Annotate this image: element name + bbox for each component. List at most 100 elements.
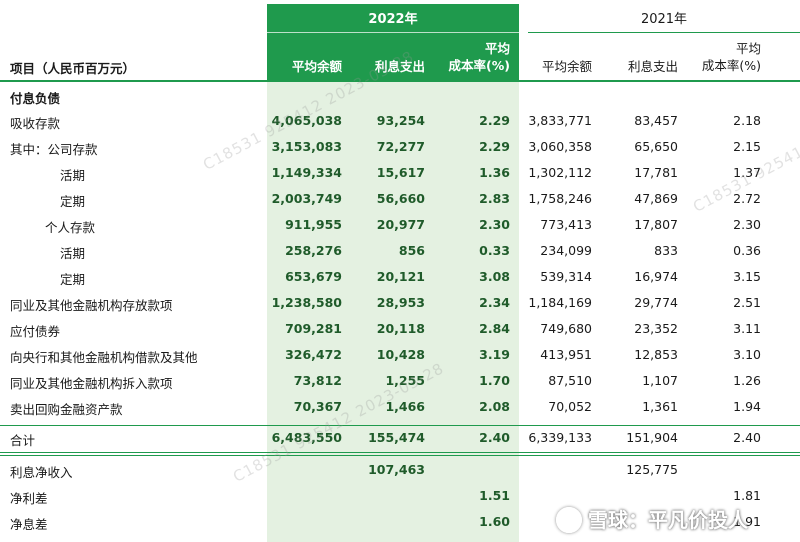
cell: 1,302,112 (528, 165, 592, 180)
cell: 87,510 (548, 373, 592, 388)
cell: 0.36 (733, 243, 761, 258)
cell: 29,774 (634, 295, 678, 310)
cell: 47,869 (634, 191, 678, 206)
header-avg-balance-2022: 平均余额 (291, 59, 342, 74)
cell: 1,361 (642, 399, 678, 414)
cell: 3.10 (733, 347, 761, 362)
column-label-item: 项目（人民币百万元） (10, 61, 136, 76)
cell: 2.15 (733, 139, 761, 154)
row-label: 卖出回购金融资产款 (10, 402, 123, 417)
cell: 911,955 (285, 217, 342, 232)
header-rate-line2: 成本率(%) (701, 58, 761, 73)
cell: 125,775 (626, 462, 678, 477)
cell: 2.40 (479, 430, 510, 445)
cell: 2.29 (479, 113, 510, 128)
total-bottom-divider-2 (0, 455, 800, 456)
header-2022-band (267, 4, 519, 80)
row-label: 净利差 (10, 491, 48, 506)
row-label: 利息净收入 (10, 465, 73, 480)
table-row: 同业及其他金融机构拆入款项 73,812 1,255 1.70 87,510 1,107 1… (0, 369, 800, 395)
cell: 23,352 (634, 321, 678, 336)
header-rate-2022: 平均 成本率(%) (430, 40, 510, 74)
summary-row: 净利差 1.51 1.81 (0, 484, 800, 510)
cell: 2.84 (479, 321, 510, 336)
cell: 2.83 (479, 191, 510, 206)
cell: 1,184,169 (528, 295, 592, 310)
cell: 10,428 (376, 347, 425, 362)
cell: 1.81 (733, 488, 761, 503)
cell: 83,457 (634, 113, 678, 128)
table-row: 其中：公司存款 3,153,083 72,277 2.29 3,060,358 65,65… (0, 135, 800, 161)
total-top-divider (0, 425, 800, 426)
cell: 2.40 (733, 430, 761, 445)
header-interest-expense-2021: 利息支出 (627, 59, 678, 74)
header-rate-line1: 平均 (735, 41, 761, 56)
header-rate-line1: 平均 (484, 41, 510, 56)
table-row-total: 合计 6,483,550 155,474 2.40 6,339,133 151,… (0, 426, 800, 452)
cell: 3,153,083 (271, 139, 342, 154)
row-label: 净息差 (10, 517, 48, 532)
cell: 6,483,550 (271, 430, 342, 445)
cell: 56,660 (376, 191, 425, 206)
table-row: 定期 2,003,749 56,660 2.83 1,758,246 47,869 2.72 (0, 187, 800, 213)
cell: 709,281 (285, 321, 342, 336)
row-label: 定期 (60, 194, 86, 209)
brand-watermark: 雪球：平凡价投人 (556, 504, 748, 535)
cell: 1,466 (385, 399, 425, 414)
cell: 3.11 (733, 321, 761, 336)
row-label: 同业及其他金融机构拆入款项 (10, 376, 173, 391)
row-label: 其中：公司存款 (10, 142, 98, 157)
row-label: 合计 (10, 433, 36, 448)
cell: 20,977 (376, 217, 425, 232)
row-label: 同业及其他金融机构存放款项 (10, 298, 173, 313)
table-row: 卖出回购金融资产款 70,367 1,466 2.08 70,052 1,361 1.94 (0, 395, 800, 421)
cell: 16,974 (634, 269, 678, 284)
cell: 70,052 (548, 399, 592, 414)
cell: 1.51 (479, 488, 510, 503)
year-2022-underline (267, 32, 519, 33)
cell: 3,833,771 (528, 113, 592, 128)
cell: 2.34 (479, 295, 510, 310)
cell: 93,254 (376, 113, 425, 128)
cell: 73,812 (293, 373, 342, 388)
row-label: 应付债券 (10, 324, 61, 339)
header-avg-balance-2021: 平均余额 (541, 59, 592, 74)
header-interest-expense-2022: 利息支出 (374, 59, 425, 74)
row-label: 吸收存款 (10, 116, 61, 131)
cell: 773,413 (540, 217, 592, 232)
cell: 833 (654, 243, 678, 258)
cell: 2,003,749 (271, 191, 342, 206)
cell: 413,951 (540, 347, 592, 362)
cell: 1,255 (385, 373, 425, 388)
cell: 151,904 (626, 430, 678, 445)
cell: 1.94 (733, 399, 761, 414)
cell: 1,107 (642, 373, 678, 388)
cell: 234,099 (540, 243, 592, 258)
table-row: 向央行和其他金融机构借款及其他 326,472 10,428 3.19 413,951 1… (0, 343, 800, 369)
table-row: 应付债券 709,281 20,118 2.84 749,680 23,352 3.11 (0, 317, 800, 343)
cell: 3.19 (479, 347, 510, 362)
row-label: 定期 (60, 272, 86, 287)
cell: 0.33 (479, 243, 510, 258)
cell: 20,118 (376, 321, 425, 336)
cell: 258,276 (285, 243, 342, 258)
total-bottom-divider (0, 452, 800, 453)
year-2021-label: 2021年 (640, 12, 688, 27)
cell: 72,277 (376, 139, 425, 154)
cell: 749,680 (540, 321, 592, 336)
cell: 1,149,334 (271, 165, 342, 180)
cell: 2.72 (733, 191, 761, 206)
cell: 28,953 (376, 295, 425, 310)
row-label: 活期 (60, 168, 86, 183)
cell: 17,781 (634, 165, 678, 180)
cell: 1.91 (733, 514, 761, 529)
cell: 2.30 (479, 217, 510, 232)
cell: 155,474 (368, 430, 425, 445)
table-row: 同业及其他金融机构存放款项 1,238,580 28,953 2.34 1,184,16… (0, 291, 800, 317)
table-row: 活期 258,276 856 0.33 234,099 833 0.36 (0, 239, 800, 265)
cell: 2.18 (733, 113, 761, 128)
cell: 2.29 (479, 139, 510, 154)
cell: 107,463 (368, 462, 425, 477)
cell: 20,121 (376, 269, 425, 284)
cell: 1.26 (733, 373, 761, 388)
